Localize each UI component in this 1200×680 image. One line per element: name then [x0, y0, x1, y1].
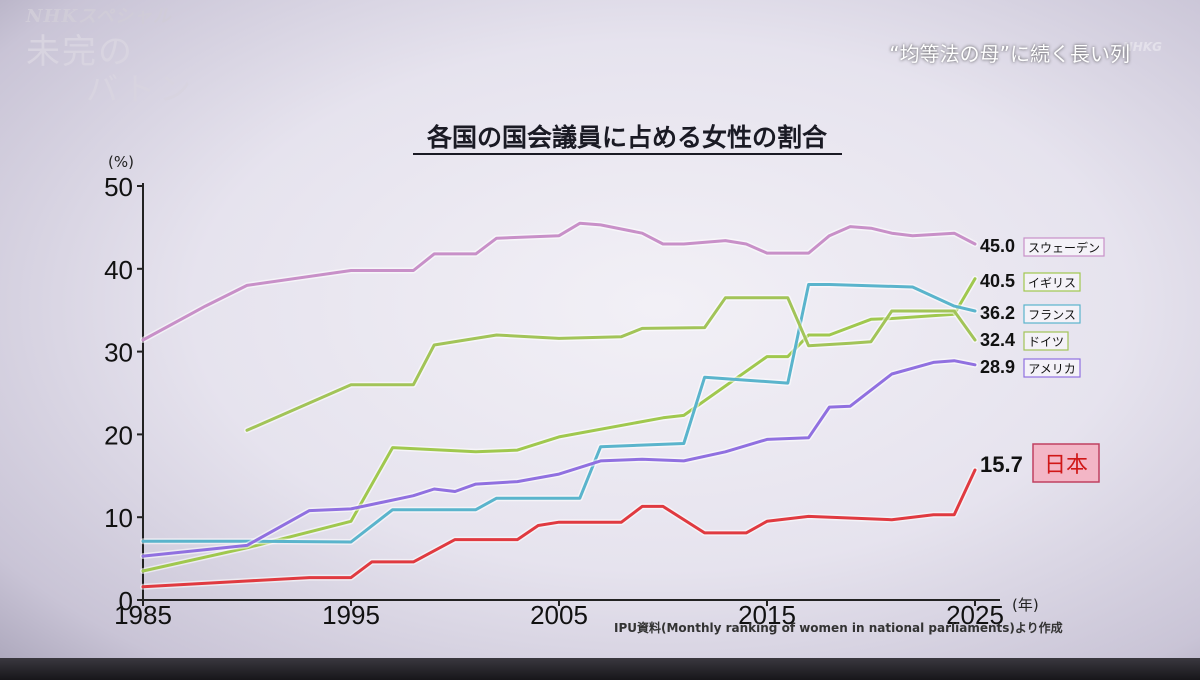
y-tick-label: 50	[104, 172, 133, 202]
chart-title: 各国の国会議員に占める女性の割合	[426, 123, 828, 152]
series-name-label: ドイツ	[1028, 335, 1064, 349]
series-line	[245, 296, 977, 432]
channel-logo: NHKG	[1122, 40, 1162, 54]
program-caption: “均等法の母”に続く長い列	[889, 42, 1130, 66]
series-name-label: アメリカ	[1028, 362, 1075, 376]
series-name-label: スウェーデン	[1028, 240, 1100, 255]
y-tick-label: 30	[104, 338, 133, 368]
series-line-halo	[140, 281, 978, 545]
series-end-value: 45.0	[980, 236, 1015, 256]
series-end-value: 28.9	[980, 357, 1015, 377]
x-tick-label: 2025	[946, 600, 1004, 630]
y-axis-unit-label: (%)	[108, 153, 134, 171]
series-line	[141, 283, 977, 544]
program-title-line2: バトン	[86, 70, 195, 108]
series-end-value: 15.7	[980, 452, 1023, 477]
series-name-box	[1023, 331, 1069, 351]
series-line	[141, 221, 977, 342]
y-tick-label: 0	[119, 586, 133, 616]
series-name-label: イギリス	[1028, 276, 1076, 290]
series-end-value: 40.5	[980, 271, 1015, 291]
series-end-value: 36.2	[980, 303, 1015, 323]
x-tick-label: 1995	[322, 600, 380, 630]
series-name-label: 日本	[1044, 453, 1088, 478]
y-tick-label: 40	[104, 255, 133, 285]
program-logo: NHKスペシャル	[26, 6, 172, 27]
y-tick-label: 20	[104, 420, 133, 450]
series-line-halo	[140, 467, 978, 590]
series-name-box	[1023, 358, 1081, 378]
series-name-box	[1032, 443, 1100, 483]
series-line-halo	[140, 275, 978, 574]
source-note: IPU資料(Monthly ranking of women in nation…	[614, 620, 1063, 635]
y-tick-label: 10	[104, 503, 133, 533]
series-name-label: フランス	[1028, 308, 1076, 322]
series-name-box	[1023, 304, 1081, 324]
series-line	[141, 468, 977, 589]
program-title-line1: 未完の	[26, 32, 134, 72]
series-line-halo	[140, 357, 978, 560]
series-name-box	[1023, 237, 1105, 257]
x-axis-unit-label: (年)	[1012, 596, 1039, 614]
series-name-box	[1023, 272, 1081, 292]
x-tick-label: 1985	[114, 600, 172, 630]
series-end-value: 32.4	[980, 330, 1015, 350]
series-line-halo	[244, 294, 978, 434]
series-line	[141, 277, 977, 573]
x-tick-label: 2005	[530, 600, 588, 630]
tv-bezel-bottom	[0, 658, 1200, 680]
series-line	[141, 359, 977, 558]
x-tick-label: 2015	[738, 600, 796, 630]
